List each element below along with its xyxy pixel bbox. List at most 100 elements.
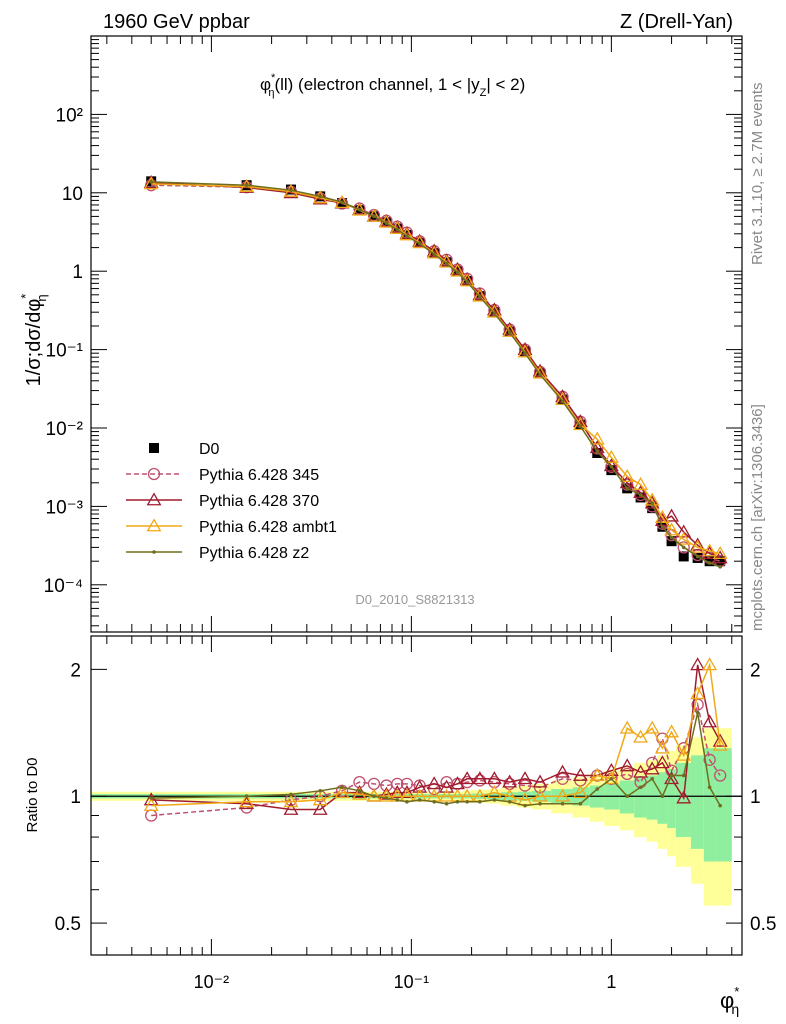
data-point: [718, 564, 722, 569]
legend-label: D0: [199, 441, 220, 458]
data-point: [560, 399, 565, 403]
data-point: [143, 797, 159, 812]
data-point: [589, 431, 605, 445]
ratio-series-pythia-6-428-z2: [149, 710, 722, 808]
band-inner: [634, 777, 647, 818]
ratio-frame: [90, 635, 743, 956]
legend-label: Pythia 6.428 370: [199, 493, 319, 510]
data-point: [681, 773, 686, 778]
data-point: [633, 476, 649, 490]
data-point: [538, 801, 542, 806]
data-point: [459, 273, 475, 287]
data-point: [664, 771, 680, 785]
data-point: [459, 771, 475, 785]
data-point: [439, 788, 455, 802]
data-point: [633, 729, 649, 743]
data-point: [664, 508, 680, 522]
data-point: [149, 443, 159, 453]
data-point: [523, 351, 527, 355]
y-tick-label: 10²: [56, 105, 83, 126]
data-point: [676, 747, 692, 761]
data-point: [572, 767, 588, 781]
data-point: [538, 372, 542, 377]
data-point: [486, 784, 502, 798]
x-tick-label: 10⁻²: [194, 972, 230, 992]
data-point: [244, 794, 249, 799]
data-point: [439, 779, 455, 793]
data-point: [560, 801, 565, 806]
y-tick-label: 0.5: [750, 914, 776, 935]
data-point: [619, 720, 635, 734]
data-point: [703, 753, 716, 766]
data-point: [591, 442, 604, 455]
data-point: [605, 460, 618, 473]
data-point: [690, 537, 706, 551]
data-point: [417, 798, 422, 802]
data-point: [681, 545, 686, 550]
legend-entry: Pythia 6.428 345: [126, 467, 319, 484]
data-point: [664, 724, 680, 738]
data-point: [502, 323, 518, 337]
data-point: [149, 180, 154, 184]
data-point: [432, 800, 436, 804]
data-point: [578, 424, 583, 429]
data-point: [702, 714, 718, 728]
data-point: [244, 183, 249, 188]
ratio-series-pythia-6-428-ambt1: [143, 657, 728, 812]
data-point: [473, 774, 487, 787]
y-tick-label: 2: [750, 660, 761, 681]
data-point: [619, 758, 635, 772]
data-point: [532, 788, 548, 802]
data-point: [555, 764, 570, 778]
data-point: [149, 796, 154, 800]
data-point: [707, 561, 712, 565]
band-inner: [646, 775, 658, 820]
data-point: [650, 501, 654, 505]
data-point: [609, 776, 614, 781]
data-point: [486, 771, 502, 785]
data-point: [143, 792, 159, 806]
data-point: [340, 785, 344, 790]
data-point: [147, 467, 161, 481]
data-point: [340, 200, 344, 204]
data-point: [239, 794, 255, 808]
data-point: [676, 790, 692, 804]
data-point: [465, 280, 469, 284]
data-point: [517, 344, 533, 358]
data-point: [334, 784, 350, 798]
y-tick-label: 2: [70, 660, 81, 681]
data-point: [677, 541, 690, 554]
ratio-panel: 10⁻² 10⁻¹ 1 0.5 0.5 1 1 2 2 Ratio to D0: [24, 635, 776, 992]
data-point: [603, 771, 619, 785]
data-point: [239, 796, 255, 810]
data-point: [395, 227, 400, 232]
data-point: [603, 458, 619, 472]
y-tick-label: 10⁻³: [46, 497, 84, 518]
data-point: [572, 784, 588, 798]
data-point: [644, 761, 660, 775]
data-point: [283, 794, 299, 808]
main-plot-content: [143, 174, 728, 569]
main-title: φ* η(ll) (electron channel, 1 < |yZ| < 2): [260, 72, 525, 99]
data-point: [633, 764, 649, 778]
main-axes: 10⁻⁴ 10⁻³ 10⁻² 10⁻¹ 1 10 10²: [44, 35, 742, 632]
data-point: [660, 794, 665, 799]
band-inner: [690, 755, 704, 849]
data-point: [625, 486, 630, 491]
data-point: [492, 311, 497, 316]
band-inner: [667, 769, 676, 829]
band-inner: [657, 772, 668, 824]
data-point: [633, 484, 649, 498]
data-point: [432, 252, 436, 256]
data-point: [283, 801, 299, 815]
data-point: [289, 792, 293, 797]
data-point: [455, 270, 460, 275]
data-point: [357, 207, 362, 212]
data-point: [507, 800, 512, 804]
data-point: [595, 787, 600, 791]
data-point: [619, 468, 635, 482]
data-point: [444, 261, 449, 266]
y-tick-label: 10⁻¹: [46, 341, 84, 362]
data-point: [595, 449, 600, 454]
